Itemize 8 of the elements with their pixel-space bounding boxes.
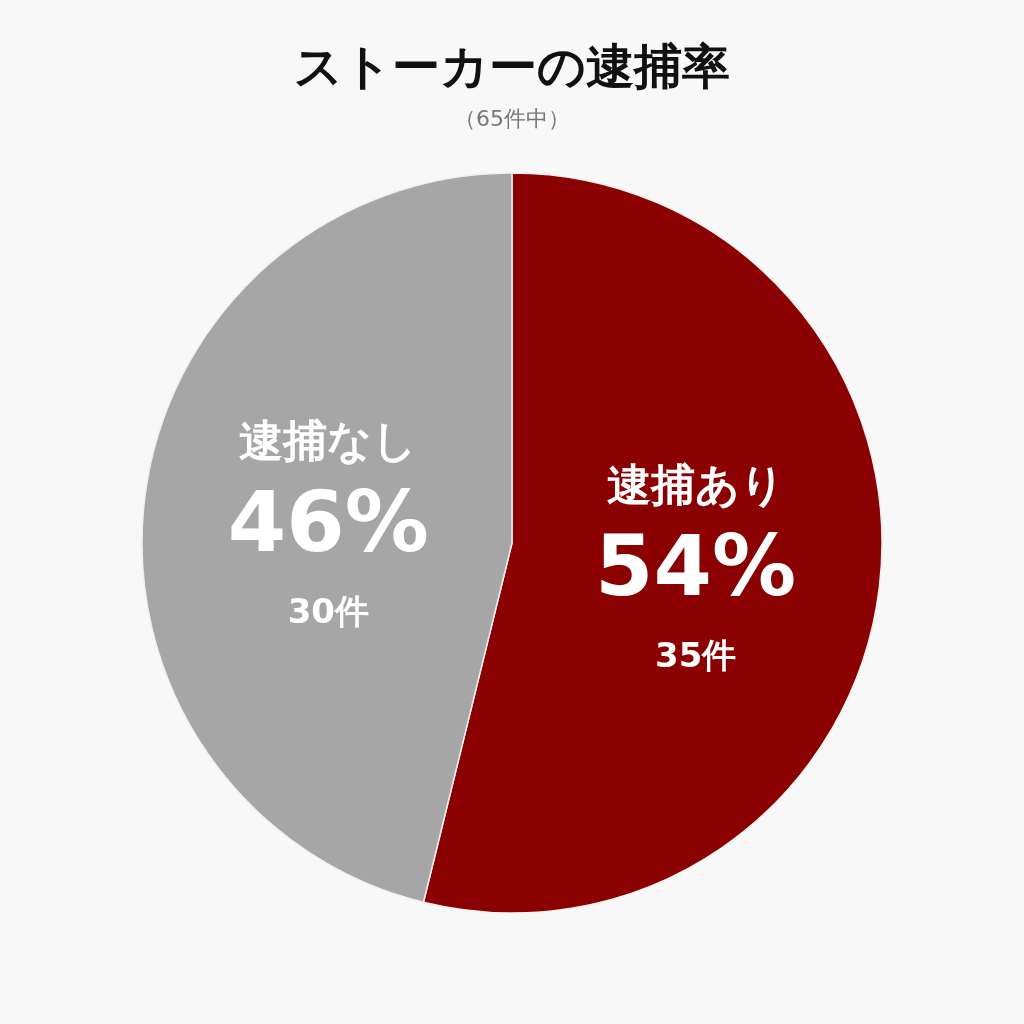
chart-subtitle: （65件中） <box>454 106 570 131</box>
text: 46% <box>227 472 429 571</box>
text: 54% <box>595 517 797 616</box>
data-label: 30件 <box>287 590 370 631</box>
data-label: 35件 <box>654 635 737 676</box>
slice-label: 逮捕なし <box>239 414 418 466</box>
chart-title: ストーカーの逮捕率 <box>294 38 730 94</box>
slice-label: 逮捕あり <box>606 459 785 511</box>
